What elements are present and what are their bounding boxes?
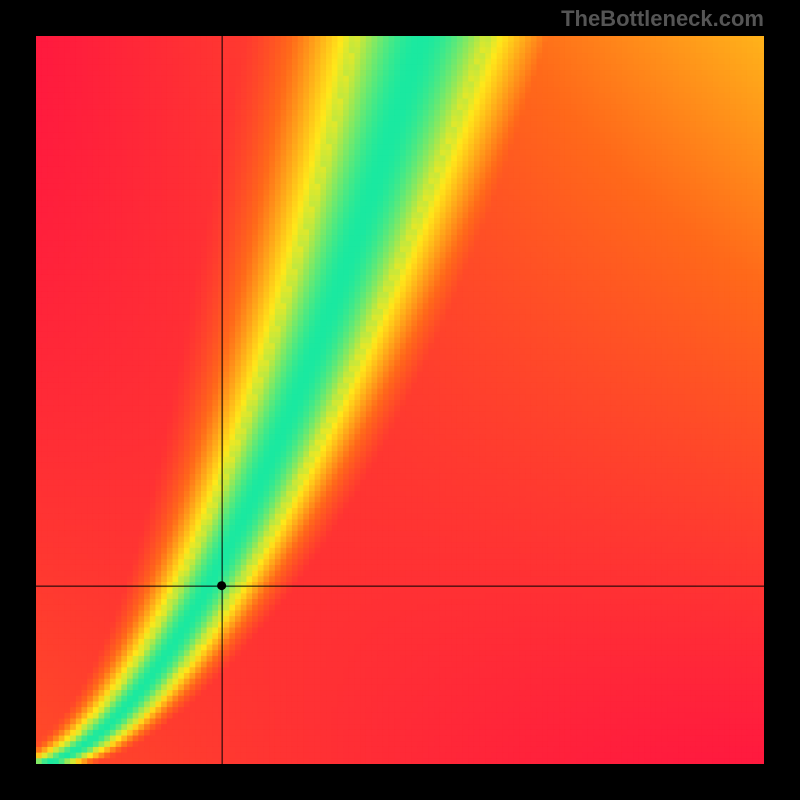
figure-frame: TheBottleneck.com: [0, 0, 800, 800]
heatmap-canvas: [36, 36, 764, 764]
heatmap-plot: [36, 36, 764, 764]
watermark-text: TheBottleneck.com: [561, 6, 764, 32]
